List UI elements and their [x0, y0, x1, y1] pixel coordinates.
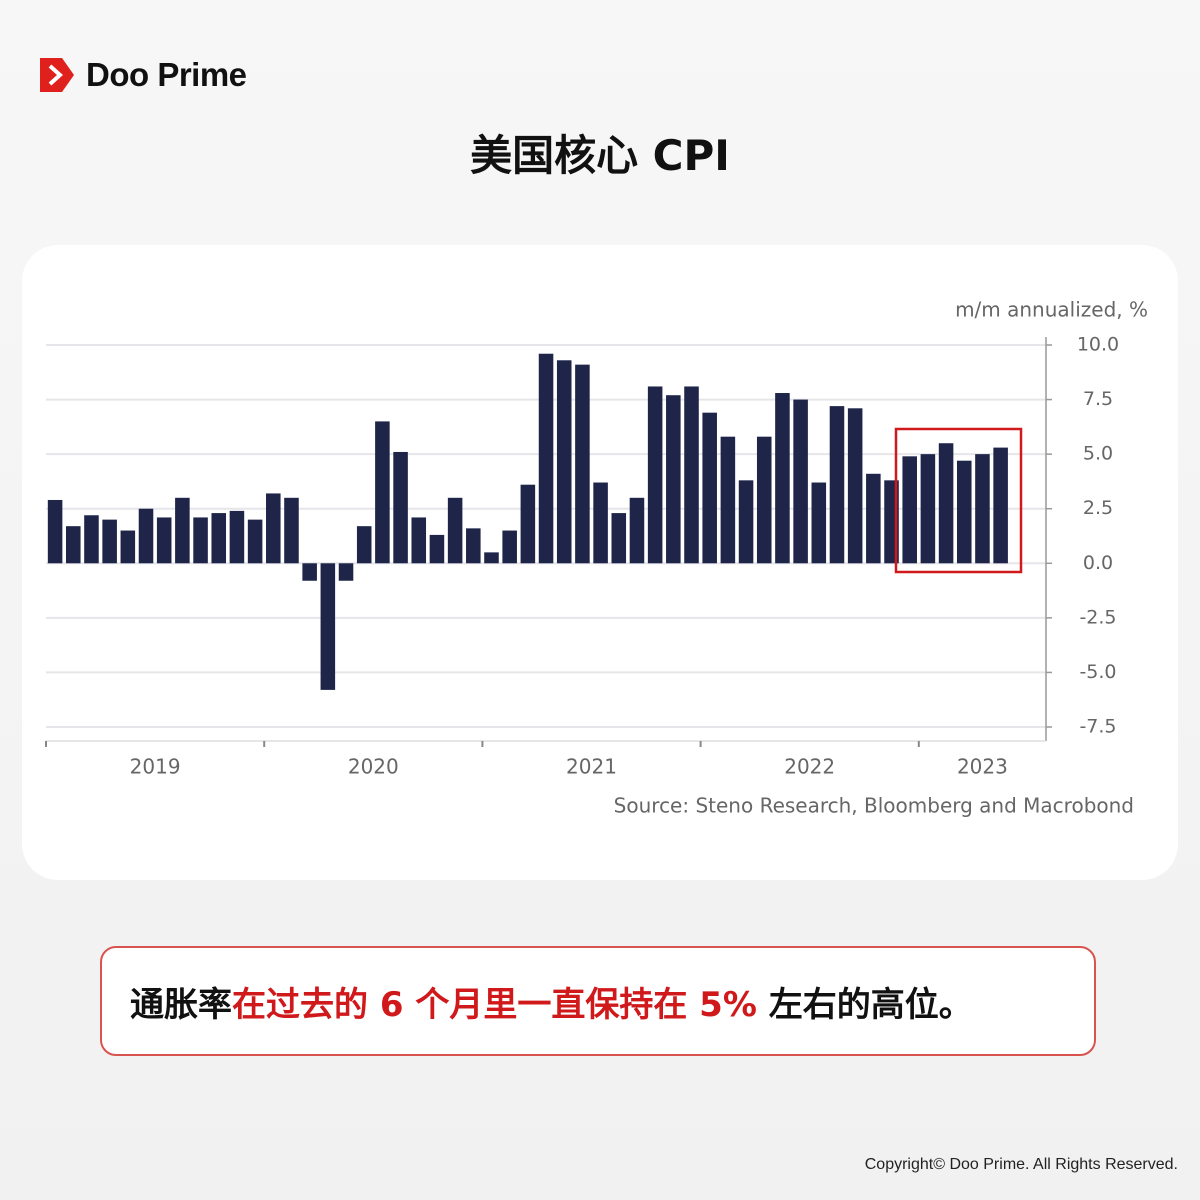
bar [556, 360, 572, 564]
bar [993, 447, 1008, 564]
x-tick-label: 2019 [130, 755, 181, 779]
y-tick-label: 5.0 [1083, 443, 1113, 465]
bar [266, 493, 281, 564]
bar [447, 497, 463, 564]
bar [775, 393, 790, 564]
bar [611, 513, 627, 564]
bar [229, 510, 245, 564]
bar [575, 364, 590, 564]
bar [538, 353, 554, 564]
x-tick-label: 2023 [957, 755, 1008, 779]
bar [247, 519, 263, 564]
y-tick-label: -5.0 [1079, 661, 1116, 683]
bar [338, 563, 354, 581]
bar [975, 454, 990, 564]
copyright: Copyright© Doo Prime. All Rights Reserve… [864, 1156, 1178, 1173]
callout-highlight: 在过去的 6 个月里一直保持在 5% [232, 984, 757, 1025]
bar [484, 552, 499, 564]
bar [938, 443, 954, 564]
bar [956, 460, 972, 564]
bar [666, 395, 681, 564]
bar [375, 421, 390, 564]
bar [66, 526, 81, 564]
y-tick-label: 2.5 [1083, 497, 1113, 519]
bar [902, 456, 917, 564]
bar [356, 526, 372, 564]
y-tick-label: -2.5 [1079, 606, 1116, 628]
x-tick-label: 2020 [348, 755, 399, 779]
bar [720, 436, 736, 564]
bar [702, 412, 717, 564]
bar [156, 517, 172, 564]
bar [811, 482, 827, 564]
bar [829, 406, 845, 564]
bar [175, 497, 190, 564]
title: 美国核心 CPI [470, 131, 730, 180]
brand: Doo Prime [86, 56, 247, 93]
unit-label: m/m annualized, % [955, 298, 1148, 322]
bar [593, 482, 608, 564]
y-tick-label: -7.5 [1079, 716, 1116, 738]
bar [684, 386, 699, 564]
bar [102, 519, 117, 564]
bar [411, 517, 427, 564]
callout-tail: 左右的高位。 [756, 984, 973, 1025]
bar [466, 528, 481, 564]
y-tick-label: 10.0 [1077, 334, 1119, 356]
bar [793, 399, 808, 564]
bar [502, 530, 517, 564]
x-tick-label: 2022 [784, 755, 835, 779]
highlight-box [894, 427, 1023, 574]
source: Source: Steno Research, Bloomberg and Ma… [614, 794, 1134, 818]
bar [393, 451, 408, 564]
bar [847, 408, 863, 564]
bar [866, 473, 881, 564]
bar [320, 563, 336, 690]
bar [120, 530, 136, 564]
y-tick-label: 0.0 [1083, 552, 1113, 574]
logo-icon [40, 58, 74, 92]
x-tick-label: 2021 [566, 755, 617, 779]
bar [211, 513, 227, 564]
bar [429, 534, 445, 564]
bar [647, 386, 663, 564]
bar [520, 484, 536, 564]
bar [738, 480, 754, 564]
bar [756, 436, 772, 564]
y-tick-label: 7.5 [1083, 388, 1113, 410]
bar [47, 499, 63, 564]
bar [84, 515, 99, 564]
bar [193, 517, 208, 564]
bar [138, 508, 154, 564]
bar [920, 454, 936, 564]
logo: Doo Prime [40, 56, 247, 94]
bar [629, 497, 645, 564]
callout: 通胀率 在过去的 6 个月里一直保持在 5% 左右的高位。 [100, 946, 1096, 1056]
callout-lead: 通胀率 [130, 984, 232, 1025]
bar [284, 497, 299, 564]
bar [302, 563, 317, 581]
